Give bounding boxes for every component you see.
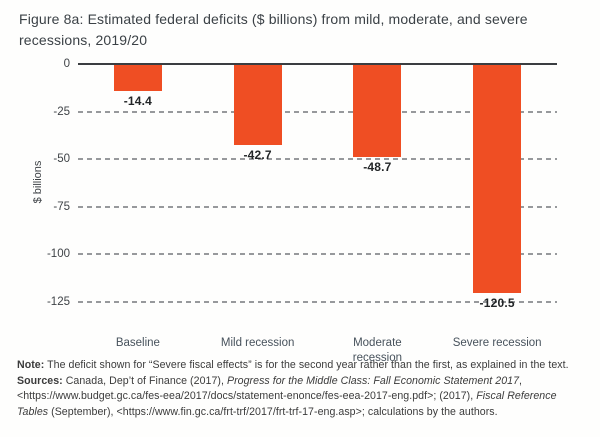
bar-value-label: -14.4: [123, 94, 153, 109]
y-tick-label: -50: [53, 153, 70, 166]
sources-text-3: (September), <https://www.fin.gc.ca/frt-…: [48, 406, 498, 419]
gridline: [78, 110, 557, 113]
gridline: [78, 158, 557, 161]
x-axis-label-moderate-recession: Moderate recession: [352, 337, 402, 364]
y-tick-label: -125: [46, 296, 70, 308]
bar-value-label: -48.7: [363, 159, 392, 174]
sources-label: Sources:: [17, 374, 63, 387]
bar-severe-recession: [473, 64, 522, 294]
sources-line: Sources: Canada, Dep’t of Finance (2017)…: [17, 374, 585, 421]
note-label: Note:: [17, 359, 45, 371]
y-axis-label: $ billions: [32, 160, 44, 204]
note-line: Note: The deficit shown for “Severe fisc…: [17, 358, 585, 374]
zero-axis-line: [78, 63, 557, 65]
note-text: The deficit shown for “Severe fiscal eff…: [44, 359, 569, 371]
figure-title: Figure 8a: Estimated federal deficits ($…: [19, 11, 528, 48]
bar-chart-plot-area: 0 -25 -50 -75 -100 -125 -14.4 Baseline -42.7 Mild…: [47, 58, 557, 364]
bar-baseline: [113, 64, 162, 92]
bar-value-label: -42.7: [243, 148, 272, 163]
bar-mild-recession: [233, 64, 282, 146]
y-tick-label: -25: [53, 105, 70, 118]
x-axis-label-baseline: Baseline: [115, 337, 160, 349]
x-axis-label-mild-recession: Mild recession: [220, 337, 295, 349]
sources-text-2: , <https://www.budget.gc.ca/fes-eea/2017…: [17, 374, 523, 403]
bar-moderate-recession: [353, 64, 402, 157]
gridline: [78, 253, 557, 256]
x-axis-label-severe-recession: Severe recession: [452, 337, 542, 349]
y-tick-label: -75: [53, 200, 70, 213]
gridline: [78, 301, 557, 303]
gridline: [78, 205, 557, 208]
footnote-block: Note: The deficit shown for “Severe fisc…: [17, 358, 585, 421]
sources-italic-1: Progress for the Middle Class: Fall Econ…: [226, 374, 520, 387]
bar-value-label: -120.5: [479, 296, 515, 311]
y-tick-label: -100: [46, 248, 70, 261]
sources-text-1: Canada, Dep’t of Finance (2017),: [62, 374, 227, 387]
sources-italic-2: Fiscal Reference Tables: [17, 390, 557, 419]
y-tick-label: 0: [63, 58, 70, 70]
